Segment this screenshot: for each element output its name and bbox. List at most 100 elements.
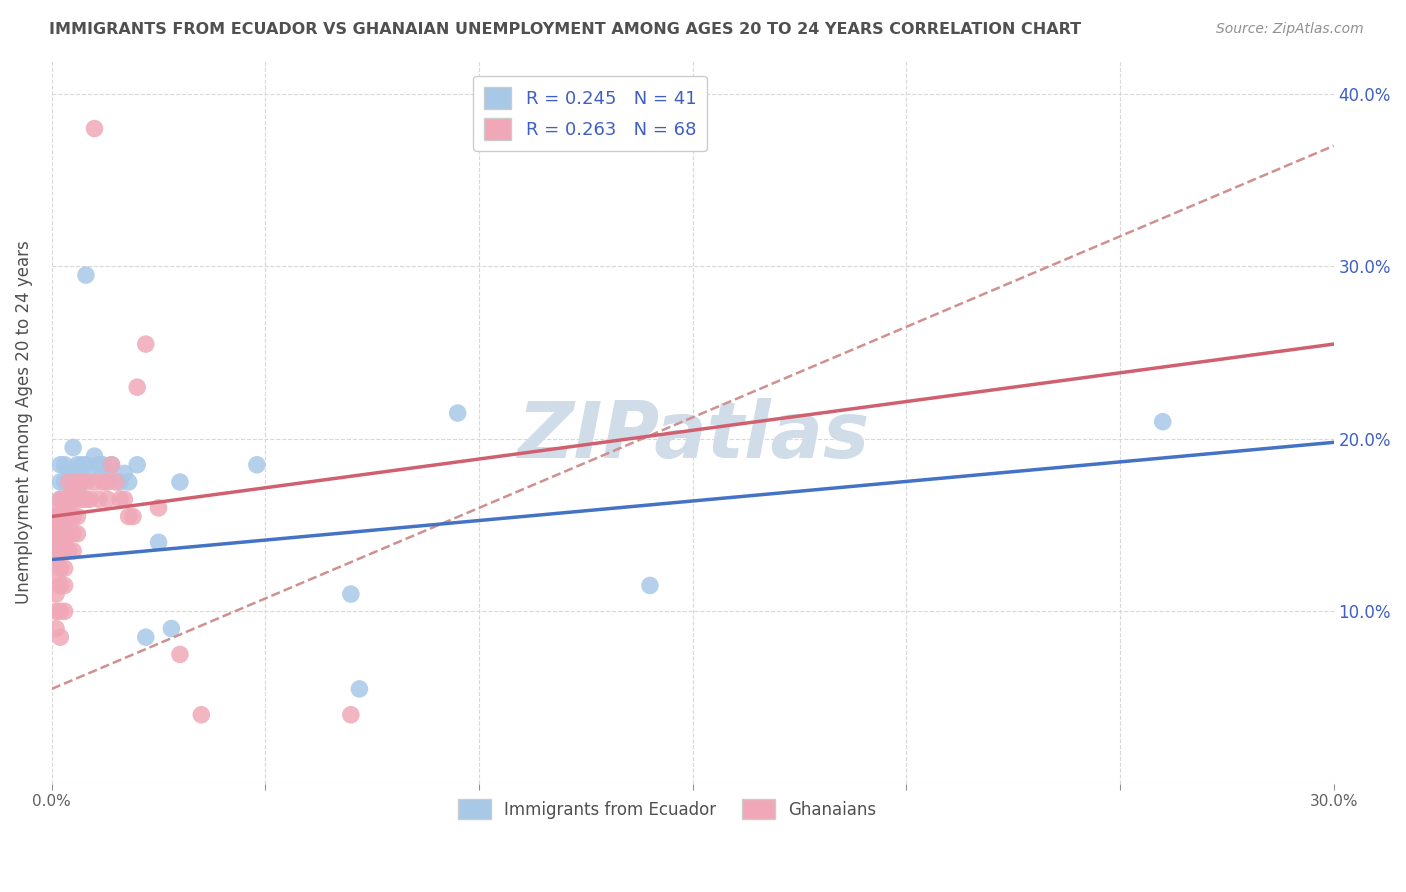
Point [45,587,67,601]
Point [87,492,110,507]
Point [108,492,131,507]
Point [104,475,127,489]
Point [58,526,80,541]
Point [447,406,470,420]
Point [70,475,93,489]
Point [49,509,72,524]
Legend: Immigrants from Ecuador, Ghanaians: Immigrants from Ecuador, Ghanaians [451,792,883,826]
Point [45,604,67,618]
Point [190,707,212,722]
Point [58,475,80,489]
Point [112,467,135,481]
Point [45,622,67,636]
Point [45,509,67,524]
Point [135,630,157,644]
Point [62,441,84,455]
Point [66,509,89,524]
Point [62,544,84,558]
Point [62,526,84,541]
Point [349,681,371,696]
Point [53,518,76,533]
Point [49,526,72,541]
Point [53,475,76,489]
Point [53,561,76,575]
Point [49,535,72,549]
Point [45,526,67,541]
Y-axis label: Unemployment Among Ages 20 to 24 years: Unemployment Among Ages 20 to 24 years [15,240,32,604]
Point [49,518,72,533]
Point [53,492,76,507]
Point [91,475,114,489]
Point [66,458,89,472]
Point [53,604,76,618]
Point [49,518,72,533]
Point [246,458,269,472]
Point [53,509,76,524]
Point [148,500,170,515]
Point [75,492,97,507]
Point [45,570,67,584]
Point [53,509,76,524]
Point [62,492,84,507]
Point [49,578,72,592]
Point [100,458,122,472]
Point [58,492,80,507]
Point [169,475,191,489]
Point [70,492,93,507]
Text: ZIPatlas: ZIPatlas [516,398,869,475]
Point [45,518,67,533]
Point [45,535,67,549]
Point [49,492,72,507]
Point [160,622,183,636]
Point [75,458,97,472]
Point [53,458,76,472]
Text: IMMIGRANTS FROM ECUADOR VS GHANAIAN UNEMPLOYMENT AMONG AGES 20 TO 24 YEARS CORRE: IMMIGRANTS FROM ECUADOR VS GHANAIAN UNEM… [49,22,1081,37]
Point [49,630,72,644]
Point [96,467,118,481]
Point [53,544,76,558]
Point [49,500,72,515]
Point [62,509,84,524]
Point [45,544,67,558]
Point [83,121,105,136]
Point [83,449,105,463]
Point [58,544,80,558]
Point [62,467,84,481]
Point [66,475,89,489]
Point [340,587,363,601]
Point [340,707,363,722]
Point [49,458,72,472]
Point [45,526,67,541]
Point [62,483,84,498]
Point [53,492,76,507]
Point [83,475,105,489]
Point [53,535,76,549]
Point [66,492,89,507]
Point [58,467,80,481]
Point [53,578,76,592]
Point [122,509,145,524]
Point [49,492,72,507]
Point [58,492,80,507]
Point [70,458,93,472]
Point [75,268,97,282]
Point [45,509,67,524]
Point [100,458,122,472]
Point [58,509,80,524]
Point [66,526,89,541]
Point [118,475,141,489]
Point [53,500,76,515]
Point [96,492,118,507]
Point [118,509,141,524]
Point [45,544,67,558]
Point [135,337,157,351]
Point [108,475,131,489]
Point [87,458,110,472]
Point [49,561,72,575]
Point [79,467,101,481]
Point [79,492,101,507]
Point [169,648,191,662]
Point [112,492,135,507]
Point [49,475,72,489]
Point [66,483,89,498]
